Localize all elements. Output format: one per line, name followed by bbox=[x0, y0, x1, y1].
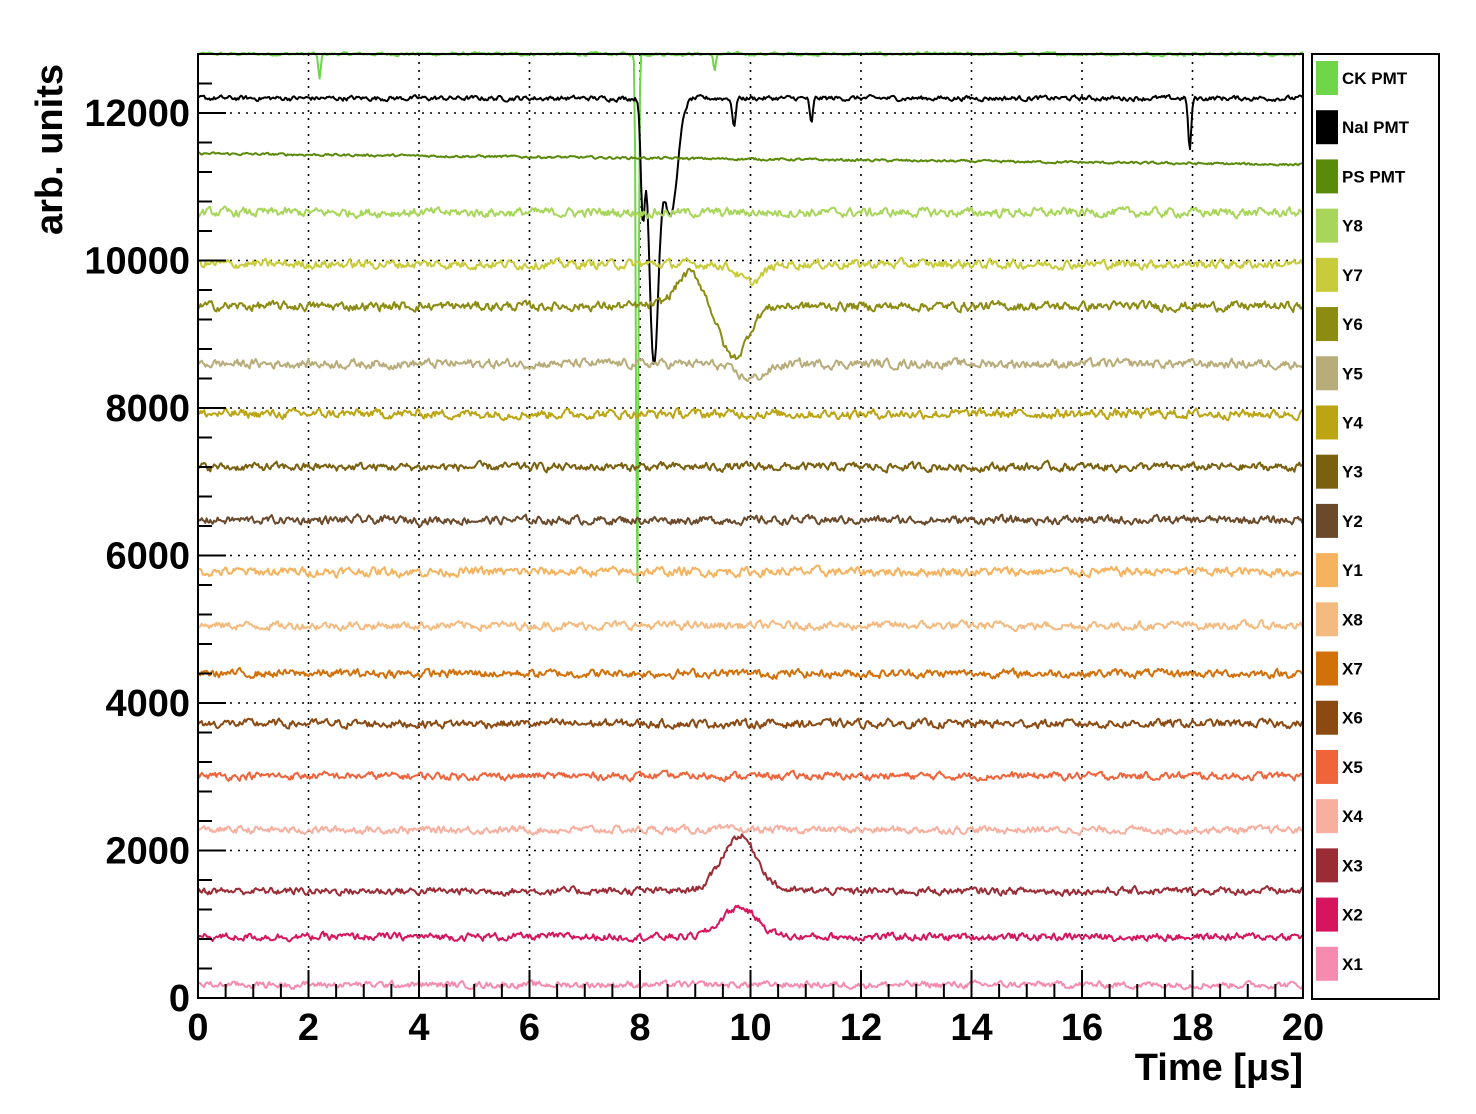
y-tick-label: 10000 bbox=[84, 241, 190, 283]
series-line-x4 bbox=[197, 823, 1304, 837]
x-tick-label: 2 bbox=[298, 1007, 319, 1049]
legend-label-x8: X8 bbox=[1342, 610, 1363, 629]
y-tick-label: 6000 bbox=[105, 536, 190, 578]
series-layer bbox=[197, 50, 1304, 991]
x-tick-label: 14 bbox=[950, 1007, 992, 1049]
legend-label-x4: X4 bbox=[1342, 807, 1363, 826]
legend-label-x6: X6 bbox=[1342, 709, 1363, 728]
y-tick-label: 0 bbox=[169, 978, 190, 1020]
legend-swatch-x4 bbox=[1316, 799, 1338, 834]
legend-label-y4: Y4 bbox=[1342, 413, 1363, 432]
legend-swatch-x7 bbox=[1316, 651, 1338, 686]
series-line-x6 bbox=[197, 717, 1304, 730]
x-tick-label: 0 bbox=[187, 1007, 208, 1049]
legend-swatch-x3 bbox=[1316, 848, 1338, 883]
x-tick-label: 20 bbox=[1282, 1007, 1324, 1049]
series-line-y7 bbox=[197, 256, 1304, 287]
x-tick-label: 12 bbox=[840, 1007, 882, 1049]
series-line-y8 bbox=[197, 205, 1304, 220]
legend-label-y1: Y1 bbox=[1342, 561, 1363, 580]
x-axis-title: Time [μs] bbox=[1135, 1047, 1303, 1089]
legend-swatch-y1 bbox=[1316, 553, 1338, 588]
legend-swatch-x8 bbox=[1316, 602, 1338, 637]
legend-swatch-nai-pmt bbox=[1316, 110, 1338, 145]
legend-swatch-x5 bbox=[1316, 749, 1338, 784]
x-tick-label: 16 bbox=[1061, 1007, 1103, 1049]
legend-label-y2: Y2 bbox=[1342, 512, 1363, 531]
legend-swatch-y4 bbox=[1316, 405, 1338, 440]
x-tick-label: 18 bbox=[1171, 1007, 1213, 1049]
legend-swatch-y7 bbox=[1316, 257, 1338, 292]
series-line-y5 bbox=[197, 356, 1304, 382]
y-tick-labels: 0 2000 4000 6000 8000 10000 12000 bbox=[84, 93, 190, 1020]
y-tick-label: 2000 bbox=[105, 831, 190, 873]
legend-label-ck-pmt: CK PMT bbox=[1342, 69, 1408, 88]
legend-swatch-ps-pmt bbox=[1316, 159, 1338, 194]
y-tick-label: 12000 bbox=[84, 93, 190, 135]
legend-label-nai-pmt: NaI PMT bbox=[1342, 118, 1410, 137]
legend-swatch-y5 bbox=[1316, 356, 1338, 391]
legend-label-x3: X3 bbox=[1342, 856, 1363, 875]
legend-label-y5: Y5 bbox=[1342, 364, 1363, 383]
x-tick-label: 10 bbox=[729, 1007, 771, 1049]
legend-label-y7: Y7 bbox=[1342, 266, 1363, 285]
series-line-x2 bbox=[197, 904, 1304, 943]
y-axis-title: arb. units bbox=[29, 64, 71, 235]
legend-label-x7: X7 bbox=[1342, 660, 1363, 679]
y-tick-label: 8000 bbox=[105, 388, 190, 430]
series-line-y6 bbox=[197, 267, 1304, 361]
x-tick-label: 8 bbox=[629, 1007, 650, 1049]
legend-label-x2: X2 bbox=[1342, 906, 1363, 925]
series-line-y2 bbox=[197, 513, 1304, 528]
y-tick-label: 4000 bbox=[105, 683, 190, 725]
legend-label-y6: Y6 bbox=[1342, 315, 1363, 334]
series-line-x7 bbox=[198, 666, 1303, 681]
series-line-nai-pmt bbox=[197, 94, 1304, 365]
series-line-ps-pmt bbox=[197, 151, 1304, 167]
legend-label-ps-pmt: PS PMT bbox=[1342, 167, 1406, 186]
legend-swatch-y8 bbox=[1316, 208, 1338, 243]
series-line-x8 bbox=[197, 619, 1304, 633]
legend-label-x1: X1 bbox=[1342, 955, 1363, 974]
series-line-x5 bbox=[197, 769, 1304, 783]
legend: CK PMT NaI PMT PS PMT Y8 Y7 Y6 Y5 Y4 Y3 Y2 Y1 X8 X7 X… bbox=[1311, 53, 1440, 1000]
x-tick-labels: 0 2 4 6 8 10 12 14 16 18 20 bbox=[187, 1007, 1324, 1049]
axis-ticks bbox=[197, 53, 1304, 999]
legend-label-y3: Y3 bbox=[1342, 463, 1363, 482]
x-tick-label: 6 bbox=[519, 1007, 540, 1049]
x-tick-label: 4 bbox=[408, 1007, 429, 1049]
legend-swatch-x6 bbox=[1316, 700, 1338, 735]
series-line-x3 bbox=[197, 833, 1304, 897]
series-line-y1 bbox=[197, 564, 1304, 579]
legend-label-x5: X5 bbox=[1342, 758, 1363, 777]
legend-swatch-y2 bbox=[1316, 503, 1338, 538]
legend-swatch-y6 bbox=[1316, 307, 1338, 342]
legend-label-y8: Y8 bbox=[1342, 217, 1363, 236]
series-line-y4 bbox=[197, 406, 1304, 422]
legend-swatch-x1 bbox=[1316, 946, 1338, 981]
series-line-y3 bbox=[197, 459, 1304, 474]
legend-swatch-y3 bbox=[1316, 454, 1338, 489]
legend-swatch-x2 bbox=[1316, 897, 1338, 932]
grid bbox=[198, 54, 1303, 998]
legend-swatch-ck-pmt bbox=[1316, 61, 1338, 95]
